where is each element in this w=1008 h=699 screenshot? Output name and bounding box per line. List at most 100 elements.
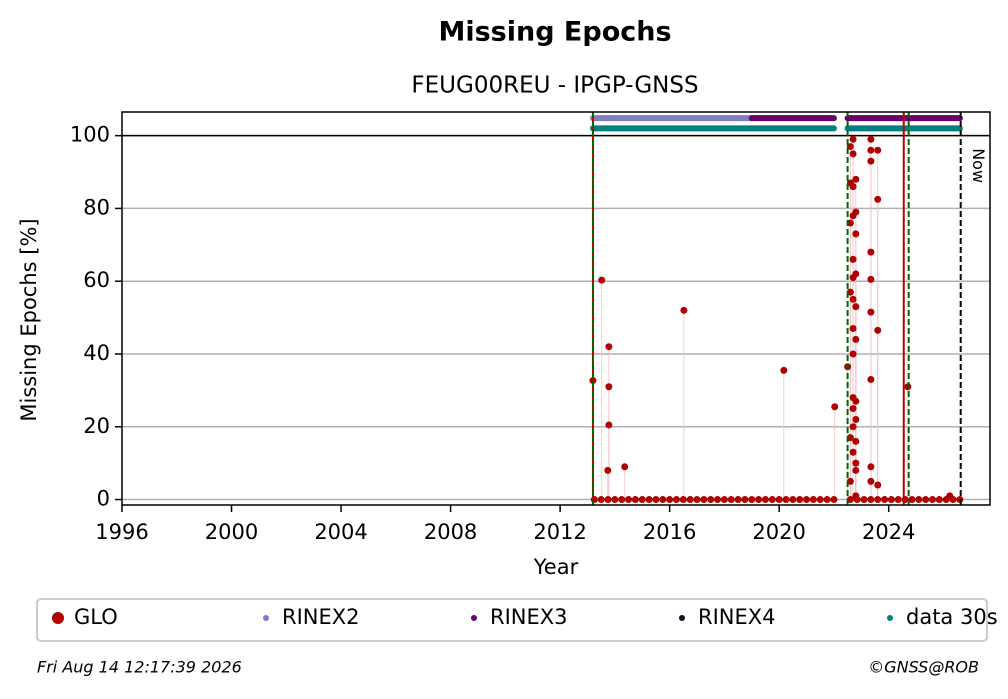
y-tick-label: 20 — [83, 414, 110, 438]
glo-point — [611, 496, 619, 504]
glo-point — [618, 496, 626, 504]
glo-point — [652, 496, 660, 504]
glo-point — [860, 496, 868, 504]
x-tick-label: 2012 — [533, 520, 586, 544]
glo-point — [887, 496, 895, 504]
y-tick-label: 80 — [83, 195, 110, 219]
glo-point — [604, 496, 612, 504]
glo-point — [604, 466, 612, 474]
y-axis-label: Missing Epochs [%] — [17, 218, 41, 421]
x-tick-label: 2020 — [752, 520, 805, 544]
glo-point — [867, 146, 875, 154]
glo-point — [748, 496, 756, 504]
glo-point — [867, 308, 875, 316]
glo-point — [666, 496, 674, 504]
glo-point — [590, 496, 598, 504]
glo-point — [789, 496, 797, 504]
glo-point — [849, 350, 857, 358]
legend-label: RINEX3 — [490, 605, 568, 629]
glo-point — [734, 496, 742, 504]
glo-point — [782, 496, 790, 504]
glo-point — [935, 496, 943, 504]
glo-point — [849, 183, 857, 191]
glo-point — [849, 325, 857, 333]
glo-point — [852, 230, 860, 238]
glo-point — [852, 208, 860, 216]
glo-point — [693, 496, 701, 504]
glo-point — [852, 270, 860, 278]
glo-point — [780, 366, 788, 374]
x-tick-label: 2000 — [205, 520, 258, 544]
glo-point — [852, 459, 860, 467]
glo-point — [679, 496, 687, 504]
glo-point — [901, 496, 909, 504]
glo-point — [852, 397, 860, 405]
glo-point — [867, 463, 875, 471]
x-tick-label: 2008 — [424, 520, 477, 544]
glo-point — [775, 496, 783, 504]
glo-point — [867, 135, 875, 143]
glo-point — [852, 175, 860, 183]
y-tick-label: 0 — [97, 487, 110, 511]
glo-point — [816, 496, 824, 504]
glo-point — [727, 496, 735, 504]
legend-marker — [887, 615, 893, 621]
chart-subtitle: FEUG00REU - IPGP-GNSS — [411, 73, 698, 99]
legend-box — [36, 598, 988, 642]
glo-point — [638, 496, 646, 504]
x-tick-label: 2004 — [314, 520, 367, 544]
legend-marker — [52, 612, 64, 624]
glo-point — [852, 335, 860, 343]
glo-point — [605, 421, 613, 429]
glo-point — [700, 496, 708, 504]
glo-point — [867, 496, 875, 504]
glo-point — [761, 496, 769, 504]
glo-point — [867, 157, 875, 165]
legend-label: GLO — [74, 605, 118, 629]
glo-point — [849, 423, 857, 431]
glo-point — [915, 496, 923, 504]
glo-point — [809, 496, 817, 504]
glo-point — [598, 276, 606, 284]
glo-point — [849, 295, 857, 303]
x-tick-label: 2016 — [643, 520, 696, 544]
glo-point — [659, 496, 667, 504]
glo-point — [849, 150, 857, 158]
y-tick-label: 40 — [83, 341, 110, 365]
glo-point — [852, 466, 860, 474]
glo-point — [605, 343, 613, 351]
legend-label: RINEX4 — [698, 605, 776, 629]
glo-point — [874, 496, 882, 504]
glo-point — [720, 496, 728, 504]
glo-point — [823, 496, 831, 504]
glo-point — [803, 496, 811, 504]
glo-point — [645, 496, 653, 504]
chart-title: Missing Epochs — [438, 17, 671, 48]
glo-point — [928, 496, 936, 504]
legend-marker — [679, 615, 685, 621]
glo-point — [741, 496, 749, 504]
glo-point — [852, 303, 860, 311]
glo-point — [867, 248, 875, 256]
glo-point — [949, 496, 957, 504]
legend-marker — [471, 615, 477, 621]
glo-point — [853, 496, 861, 504]
glo-point — [874, 326, 882, 334]
glo-point — [755, 496, 763, 504]
glo-point — [714, 496, 722, 504]
glo-point — [831, 403, 839, 411]
x-tick-label: 1996 — [95, 520, 148, 544]
y-tick-label: 60 — [83, 268, 110, 292]
glo-point — [796, 496, 804, 504]
glo-point — [922, 496, 930, 504]
glo-point — [849, 448, 857, 456]
x-axis-label: Year — [533, 555, 579, 579]
now-label: Now — [969, 148, 988, 183]
glo-point — [625, 496, 633, 504]
glo-point — [942, 496, 950, 504]
y-tick-label: 100 — [70, 123, 110, 147]
glo-point — [707, 496, 715, 504]
glo-point — [881, 496, 889, 504]
